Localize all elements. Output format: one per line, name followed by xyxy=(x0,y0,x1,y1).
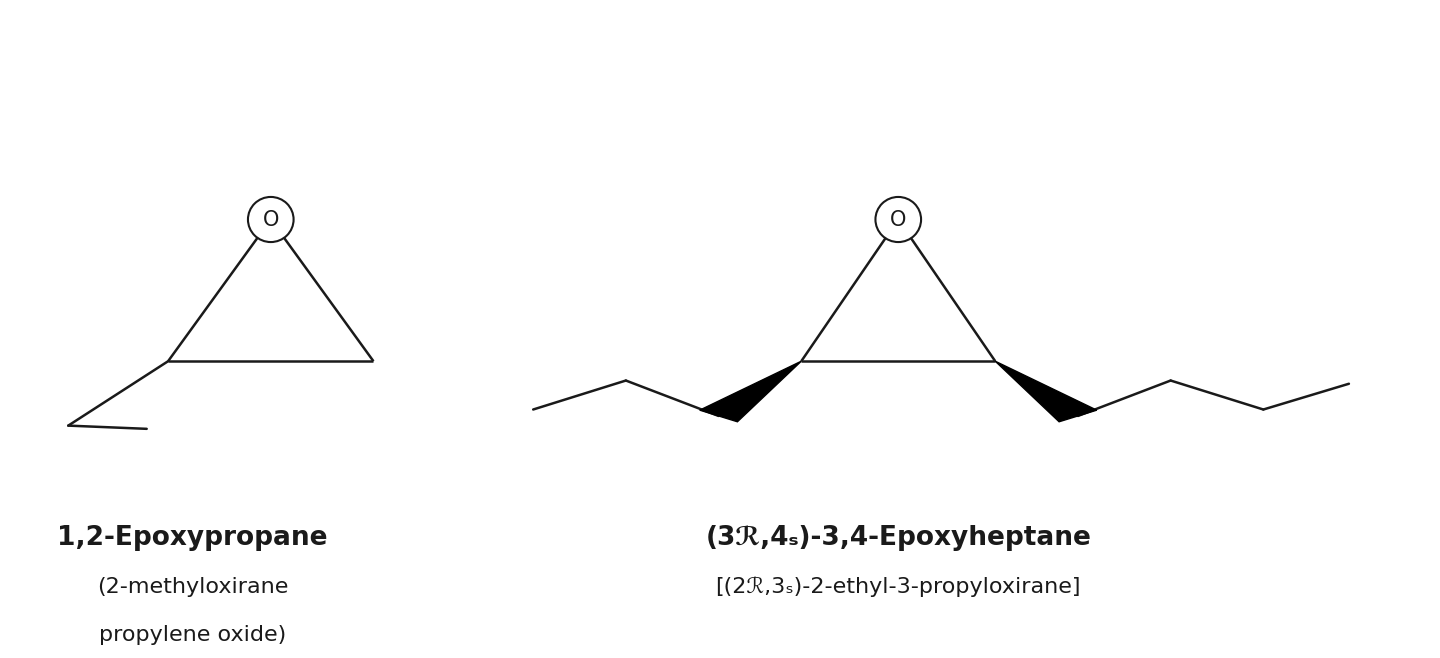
Circle shape xyxy=(248,209,294,230)
Text: (2-methyloxirane: (2-methyloxirane xyxy=(96,576,288,597)
Circle shape xyxy=(876,209,922,230)
Text: 1,2-Epoxypropane: 1,2-Epoxypropane xyxy=(58,525,327,551)
Text: [(2ℛ,3ₛ)-2-ethyl-3-propyloxirane]: [(2ℛ,3ₛ)-2-ethyl-3-propyloxirane] xyxy=(716,576,1081,597)
Polygon shape xyxy=(995,361,1097,422)
Text: propylene oxide): propylene oxide) xyxy=(99,625,287,645)
Text: (3ℛ,4ₛ)-3,4-Epoxyheptane: (3ℛ,4ₛ)-3,4-Epoxyheptane xyxy=(706,525,1092,551)
Ellipse shape xyxy=(248,197,294,242)
Text: O: O xyxy=(262,209,279,230)
Ellipse shape xyxy=(876,197,922,242)
Text: O: O xyxy=(890,209,906,230)
Polygon shape xyxy=(700,361,801,422)
